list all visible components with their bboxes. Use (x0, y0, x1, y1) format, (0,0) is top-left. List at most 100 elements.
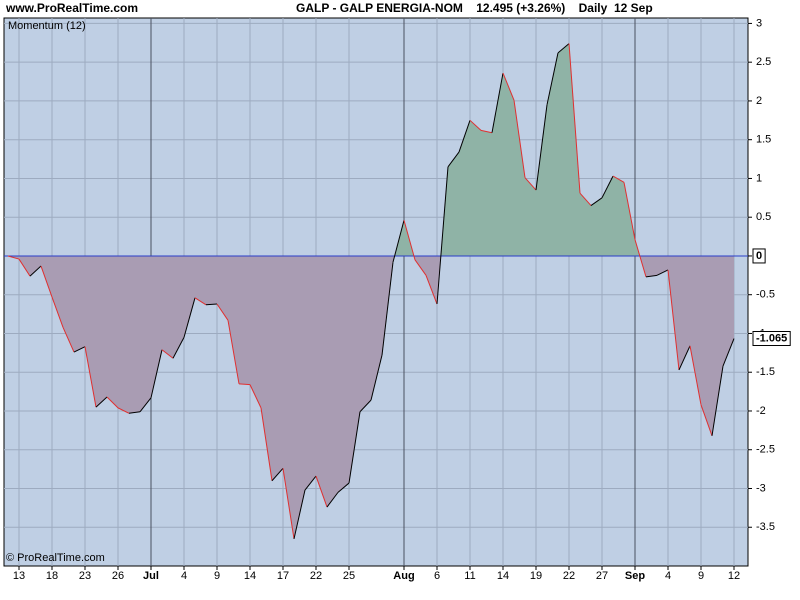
momentum-segment (205, 303, 218, 306)
y-tick-label: -0.5 (756, 289, 775, 301)
momentum-segment (326, 492, 339, 508)
momentum-segment (601, 175, 614, 199)
momentum-segment (711, 365, 724, 436)
x-tick-label: 17 (277, 570, 289, 582)
x-tick-label: 26 (112, 570, 124, 582)
momentum-segment (84, 346, 97, 408)
x-tick-label: 18 (46, 570, 58, 582)
x-tick-label: 11 (464, 570, 475, 582)
momentum-segment (18, 258, 31, 277)
momentum-segment (348, 411, 361, 484)
momentum-segment (458, 120, 471, 153)
zero-label-box (752, 248, 766, 264)
momentum-segment (524, 177, 537, 191)
momentum-segment (656, 269, 669, 276)
momentum-segment (722, 338, 735, 367)
y-tick-label: -3 (756, 482, 766, 494)
indicator-label: Momentum (12) (8, 20, 86, 32)
area-positive (394, 43, 640, 256)
momentum-segment (106, 396, 119, 409)
zero-label-text: 0 (756, 250, 762, 262)
momentum-segment (700, 404, 713, 436)
y-tick-label: -2.5 (756, 444, 775, 456)
x-tick-label: 12 (728, 570, 740, 582)
x-tick-label: Aug (393, 570, 414, 582)
last-value-label-box (752, 331, 791, 347)
momentum-segment (403, 220, 416, 260)
momentum-segment (447, 151, 460, 168)
momentum-segment (689, 345, 702, 405)
momentum-segment (667, 269, 680, 370)
momentum-segment (117, 407, 130, 414)
x-tick-label: 14 (244, 570, 256, 582)
momentum-segment (304, 475, 317, 491)
momentum-segment (172, 337, 185, 359)
momentum-segment (579, 192, 592, 206)
momentum-segment (183, 297, 196, 338)
momentum-segment (95, 396, 108, 408)
momentum-segment (645, 274, 658, 278)
x-tick-label: 22 (310, 570, 322, 582)
x-tick-label: Sep (625, 570, 645, 582)
last-value-label: -1.065 (752, 331, 791, 347)
x-tick-label: 4 (665, 570, 671, 582)
momentum-segment (359, 399, 372, 413)
momentum-segment (370, 355, 383, 401)
x-tick-label: 6 (434, 570, 440, 582)
momentum-segment (73, 346, 86, 353)
x-tick-label: 9 (214, 570, 220, 582)
momentum-segment (29, 265, 42, 277)
zero-label: 0 (752, 248, 766, 264)
area-negative (8, 255, 734, 539)
momentum-segment (216, 303, 229, 321)
momentum-segment (51, 296, 64, 328)
momentum-segment (469, 119, 482, 131)
momentum-segment (612, 175, 625, 183)
x-tick-label: 19 (530, 570, 542, 582)
momentum-segment (161, 349, 174, 359)
momentum-segment (634, 239, 647, 278)
y-tick-label: -3.5 (756, 521, 775, 533)
momentum-segment (392, 220, 405, 263)
x-tick-label: 25 (343, 570, 355, 582)
momentum-segment (260, 407, 273, 481)
y-tick-label: 1 (756, 172, 762, 184)
site-name: www.ProRealTime.com (5, 1, 138, 15)
momentum-segment (568, 43, 581, 194)
momentum-segment (194, 297, 207, 306)
x-tick-label: 22 (563, 570, 575, 582)
y-tick-label: 2.5 (756, 56, 771, 68)
x-tick-label: 27 (596, 570, 608, 582)
momentum-segment (425, 275, 438, 305)
y-tick-label: -1.5 (756, 366, 775, 378)
momentum-segment (227, 320, 240, 384)
momentum-segment (139, 397, 152, 413)
momentum-segment (7, 255, 20, 260)
momentum-segment (513, 100, 526, 178)
x-tick-label: 23 (79, 570, 91, 582)
y-tick-label: 3 (756, 17, 762, 29)
momentum-segment (678, 345, 691, 371)
momentum-segment (535, 104, 548, 191)
momentum-segment (249, 384, 262, 409)
chart-title: GALP - GALP ENERGIA-NOM 12.495 (+3.26%) … (296, 1, 653, 15)
momentum-segment (150, 349, 163, 398)
momentum-segment (337, 482, 350, 493)
momentum-segment (238, 383, 251, 386)
x-tick-label: 14 (497, 570, 509, 582)
momentum-segment (590, 197, 603, 206)
momentum-segment (623, 182, 636, 240)
footer: © ProRealTime.com (6, 552, 105, 564)
momentum-segment (293, 489, 306, 539)
momentum-segment (436, 166, 449, 305)
momentum-segment (315, 475, 328, 508)
x-tick-label: 9 (698, 570, 704, 582)
momentum-segment (480, 129, 493, 134)
momentum-segment (271, 468, 284, 482)
y-tick-label: 1.5 (756, 134, 771, 146)
last-value-label-text: -1.065 (756, 332, 787, 344)
momentum-segment (282, 468, 295, 539)
momentum-segment (502, 72, 515, 101)
x-tick-label: Jul (143, 570, 159, 582)
